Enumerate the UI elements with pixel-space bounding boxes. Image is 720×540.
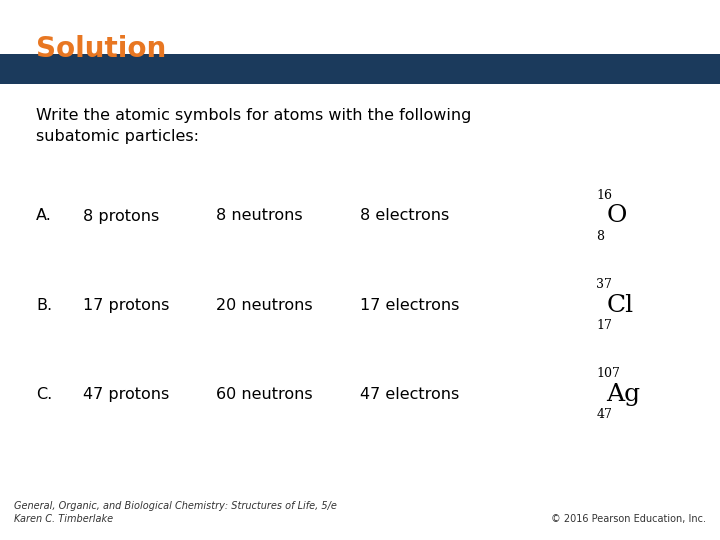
Text: General, Organic, and Biological Chemistry: Structures of Life, 5/e
Karen C. Tim: General, Organic, and Biological Chemist…: [14, 501, 337, 524]
Text: A.: A.: [36, 208, 52, 224]
Text: Solution: Solution: [36, 35, 166, 63]
Text: 16: 16: [596, 189, 612, 202]
Text: B.: B.: [36, 298, 52, 313]
Text: 8: 8: [596, 230, 604, 243]
Text: 60 neutrons: 60 neutrons: [216, 387, 312, 402]
FancyBboxPatch shape: [0, 54, 720, 84]
Text: 47 protons: 47 protons: [83, 387, 169, 402]
Text: 8 electrons: 8 electrons: [360, 208, 449, 224]
Text: 17 electrons: 17 electrons: [360, 298, 459, 313]
Text: 20 neutrons: 20 neutrons: [216, 298, 312, 313]
Text: 107: 107: [596, 367, 620, 380]
Text: C.: C.: [36, 387, 53, 402]
Text: Ag: Ag: [606, 383, 640, 406]
Text: © 2016 Pearson Education, Inc.: © 2016 Pearson Education, Inc.: [551, 514, 706, 524]
Text: Write the atomic symbols for atoms with the following
subatomic particles:: Write the atomic symbols for atoms with …: [36, 108, 472, 144]
Text: 8 neutrons: 8 neutrons: [216, 208, 302, 224]
Text: O: O: [606, 205, 626, 227]
Text: 47 electrons: 47 electrons: [360, 387, 459, 402]
Text: 17: 17: [596, 319, 612, 332]
Text: Cl: Cl: [606, 294, 634, 316]
Text: 47: 47: [596, 408, 612, 421]
Text: 8 protons: 8 protons: [83, 208, 159, 224]
Text: 17 protons: 17 protons: [83, 298, 169, 313]
Text: 37: 37: [596, 278, 612, 291]
